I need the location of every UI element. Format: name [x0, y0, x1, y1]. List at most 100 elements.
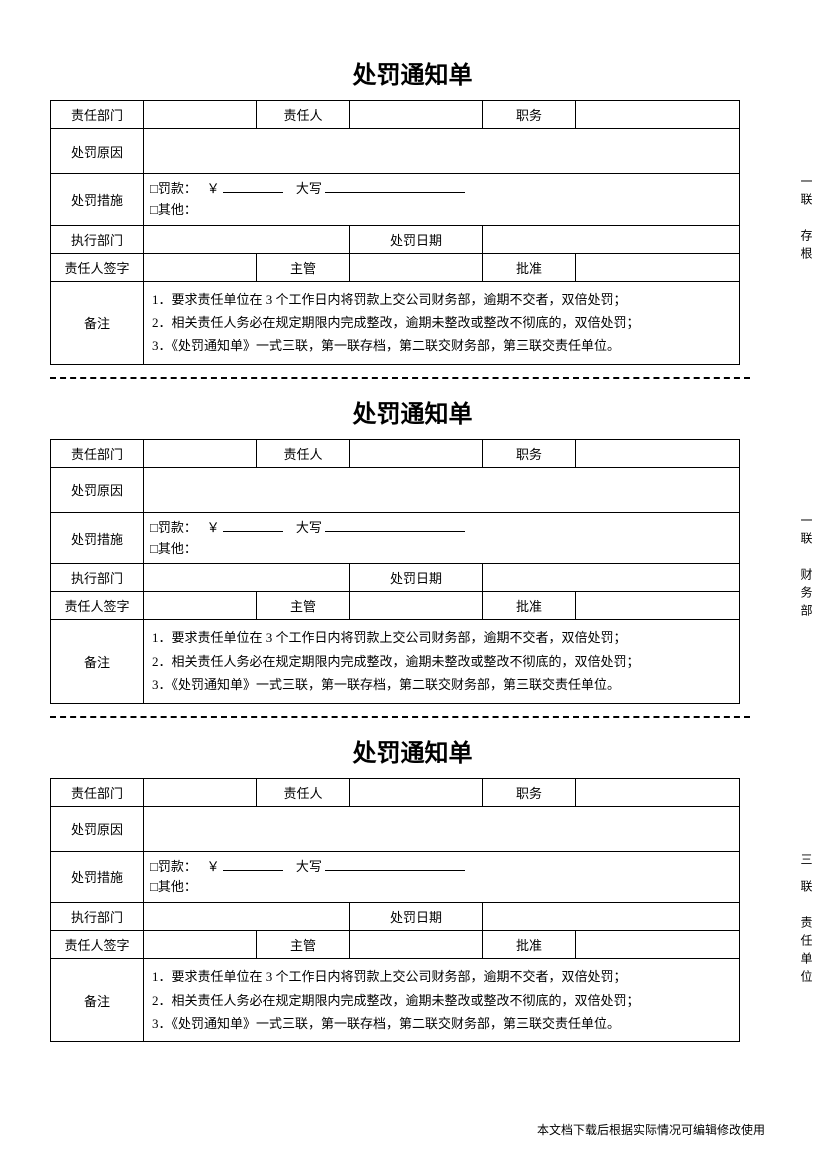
caps-label: 大写	[296, 859, 322, 874]
label-sign: 责任人签字	[51, 931, 144, 959]
note-line-1: 1．要求责任单位在 3 个工作日内将罚款上交公司财务部，逾期不交者，双倍处罚；	[152, 626, 731, 649]
label-notes: 备注	[51, 620, 144, 703]
label-measure: 处罚措施	[51, 512, 144, 564]
value-supervisor	[350, 931, 483, 959]
form-table: 责任部门 责任人 职务 处罚原因 处罚措施 □罚款： ￥ 大写	[50, 439, 740, 704]
fine-prefix: □罚款：	[150, 181, 197, 196]
label-approve: 批准	[483, 253, 576, 281]
label-dept: 责任部门	[51, 439, 144, 467]
currency-symbol: ￥	[207, 520, 220, 535]
value-punish-date	[483, 225, 740, 253]
value-sign	[144, 592, 257, 620]
label-supervisor: 主管	[257, 592, 350, 620]
label-position: 职务	[483, 101, 576, 129]
other-prefix: □其他：	[150, 879, 197, 894]
value-dept	[144, 101, 257, 129]
label-notes: 备注	[51, 281, 144, 364]
divider-1	[50, 377, 750, 379]
value-position	[576, 439, 740, 467]
value-person	[350, 101, 483, 129]
value-supervisor	[350, 592, 483, 620]
form-title: 处罚通知单	[50, 55, 775, 90]
label-exec-dept: 执行部门	[51, 225, 144, 253]
value-reason	[144, 467, 740, 512]
label-reason: 处罚原因	[51, 467, 144, 512]
fine-prefix: □罚款：	[150, 520, 197, 535]
caps-label: 大写	[296, 181, 322, 196]
value-reason	[144, 806, 740, 851]
value-person	[350, 778, 483, 806]
label-sign: 责任人签字	[51, 253, 144, 281]
label-supervisor: 主管	[257, 931, 350, 959]
value-supervisor	[350, 253, 483, 281]
label-person: 责任人	[257, 439, 350, 467]
footer-note: 本文档下载后根据实际情况可编辑修改使用	[537, 1121, 765, 1138]
value-position	[576, 101, 740, 129]
value-punish-date	[483, 564, 740, 592]
form-copy-2: 处罚通知单 责任部门 责任人 职务 处罚原因 处罚措施 □罚款： ￥	[50, 394, 775, 704]
caps-blank	[325, 178, 465, 193]
caps-blank	[325, 856, 465, 871]
label-approve: 批准	[483, 931, 576, 959]
caps-blank	[325, 517, 465, 532]
value-dept	[144, 778, 257, 806]
note-line-2: 2．相关责任人务必在规定期限内完成整改，逾期未整改或整改不彻底的，双倍处罚；	[152, 311, 731, 334]
label-sign: 责任人签字	[51, 592, 144, 620]
label-measure: 处罚措施	[51, 851, 144, 903]
note-line-3: 3．《处罚通知单》一式三联，第一联存档，第二联交财务部，第三联交责任单位。	[152, 334, 731, 357]
label-measure: 处罚措施	[51, 174, 144, 226]
value-punish-date	[483, 903, 740, 931]
label-punish-date: 处罚日期	[350, 903, 483, 931]
label-dept: 责任部门	[51, 778, 144, 806]
note-line-3: 3．《处罚通知单》一式三联，第一联存档，第二联交财务部，第三联交责任单位。	[152, 673, 731, 696]
value-measure: □罚款： ￥ 大写 □其他：	[144, 174, 740, 226]
currency-symbol: ￥	[207, 859, 220, 874]
value-exec-dept	[144, 225, 350, 253]
amount-blank	[223, 178, 283, 193]
label-exec-dept: 执行部门	[51, 564, 144, 592]
label-notes: 备注	[51, 959, 144, 1042]
label-supervisor: 主管	[257, 253, 350, 281]
value-exec-dept	[144, 903, 350, 931]
note-line-1: 1．要求责任单位在 3 个工作日内将罚款上交公司财务部，逾期不交者，双倍处罚；	[152, 288, 731, 311]
value-position	[576, 778, 740, 806]
value-approve	[576, 931, 740, 959]
notes-content: 1．要求责任单位在 3 个工作日内将罚款上交公司财务部，逾期不交者，双倍处罚； …	[144, 281, 740, 364]
value-exec-dept	[144, 564, 350, 592]
label-reason: 处罚原因	[51, 129, 144, 174]
label-punish-date: 处罚日期	[350, 225, 483, 253]
other-prefix: □其他：	[150, 541, 197, 556]
value-sign	[144, 253, 257, 281]
note-line-1: 1．要求责任单位在 3 个工作日内将罚款上交公司财务部，逾期不交者，双倍处罚；	[152, 965, 731, 988]
amount-blank	[223, 856, 283, 871]
currency-symbol: ￥	[207, 181, 220, 196]
note-line-2: 2．相关责任人务必在规定期限内完成整改，逾期未整改或整改不彻底的，双倍处罚；	[152, 650, 731, 673]
label-person: 责任人	[257, 101, 350, 129]
fine-prefix: □罚款：	[150, 859, 197, 874]
note-line-3: 3．《处罚通知单》一式三联，第一联存档，第二联交财务部，第三联交责任单位。	[152, 1012, 731, 1035]
value-measure: □罚款： ￥ 大写 □其他：	[144, 512, 740, 564]
value-approve	[576, 253, 740, 281]
side-label-1: 一联 存根	[798, 175, 815, 265]
notes-content: 1．要求责任单位在 3 个工作日内将罚款上交公司财务部，逾期不交者，双倍处罚； …	[144, 959, 740, 1042]
form-table: 责任部门 责任人 职务 处罚原因 处罚措施 □罚款： ￥ 大写	[50, 778, 740, 1043]
label-dept: 责任部门	[51, 101, 144, 129]
note-line-2: 2．相关责任人务必在规定期限内完成整改，逾期未整改或整改不彻底的，双倍处罚；	[152, 989, 731, 1012]
value-reason	[144, 129, 740, 174]
divider-2	[50, 716, 750, 718]
side-label-2: 一联 财务部	[798, 514, 815, 622]
label-exec-dept: 执行部门	[51, 903, 144, 931]
value-dept	[144, 439, 257, 467]
label-position: 职务	[483, 778, 576, 806]
value-person	[350, 439, 483, 467]
label-person: 责任人	[257, 778, 350, 806]
form-copy-1: 处罚通知单 责任部门 责任人 职务 处罚原因 处罚措施 □罚款： ￥	[50, 55, 775, 365]
amount-blank	[223, 517, 283, 532]
notes-content: 1．要求责任单位在 3 个工作日内将罚款上交公司财务部，逾期不交者，双倍处罚； …	[144, 620, 740, 703]
label-punish-date: 处罚日期	[350, 564, 483, 592]
label-approve: 批准	[483, 592, 576, 620]
value-sign	[144, 931, 257, 959]
form-table: 责任部门 责任人 职务 处罚原因 处罚措施 □罚款： ￥ 大写	[50, 100, 740, 365]
label-reason: 处罚原因	[51, 806, 144, 851]
label-position: 职务	[483, 439, 576, 467]
